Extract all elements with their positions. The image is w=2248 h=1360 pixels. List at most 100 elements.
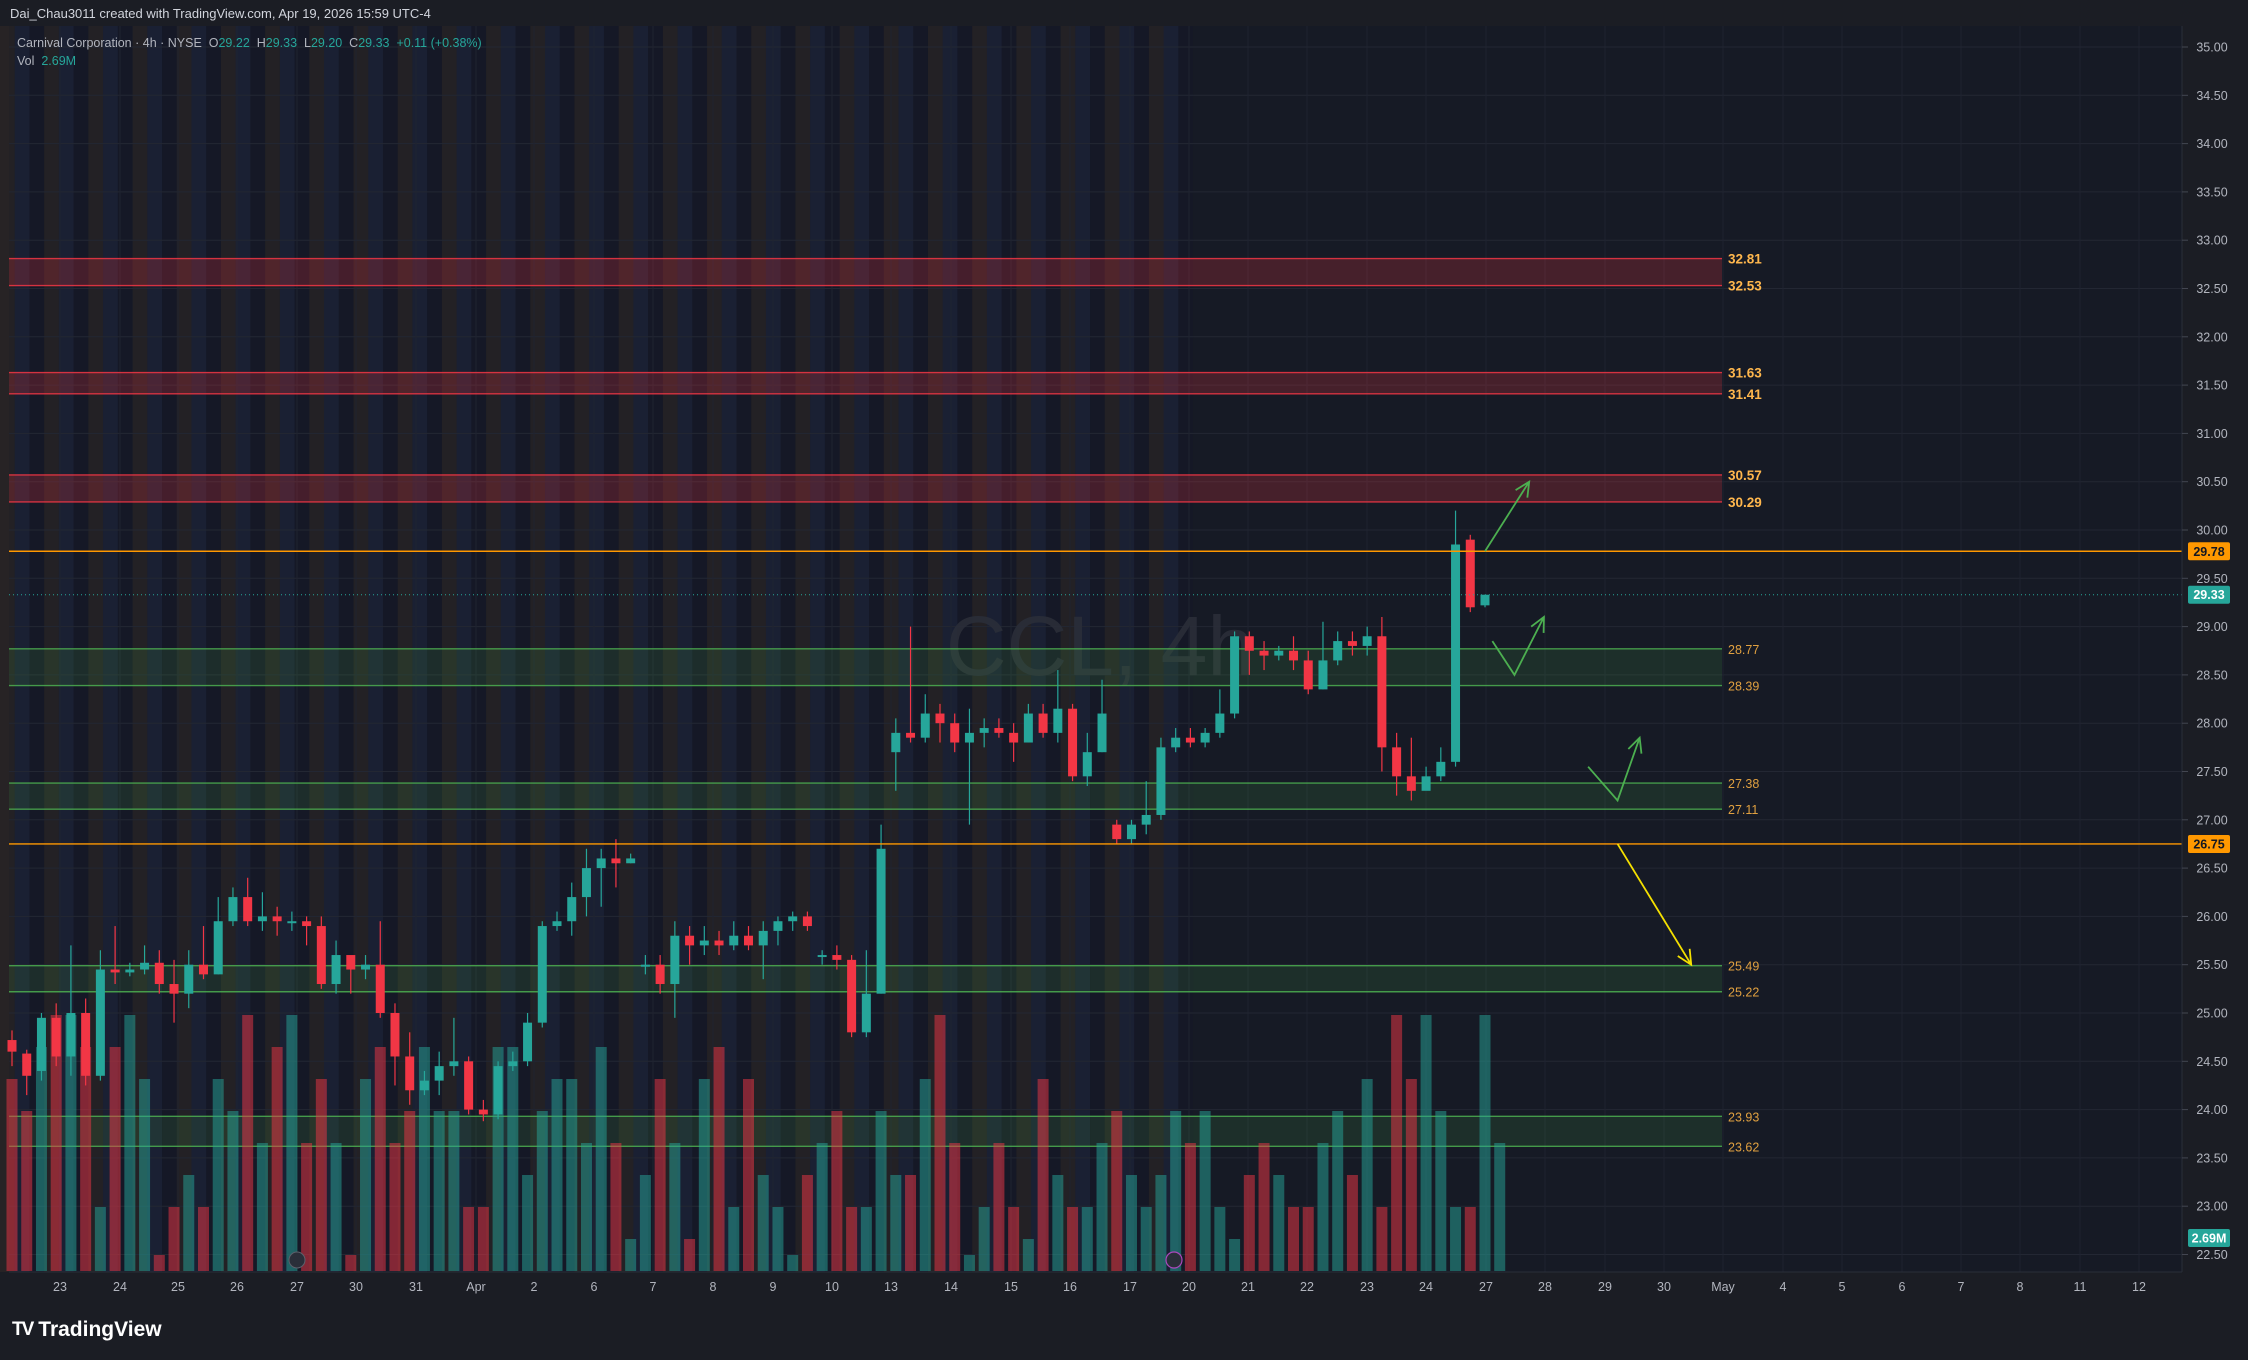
volume-bar: [80, 1047, 92, 1271]
volume-bar: [183, 1175, 195, 1271]
projection-arrowhead: [1627, 735, 1643, 754]
volume-bar: [890, 1175, 902, 1271]
time-tick-label: 7: [650, 1280, 657, 1294]
zone-box: [9, 648, 1722, 686]
zone-box: [9, 372, 1722, 394]
candle-body: [1244, 636, 1254, 651]
volume-bar: [448, 1111, 460, 1271]
candle-body: [714, 940, 724, 946]
symbol-name[interactable]: Carnival Corporation · 4h · NYSE: [17, 36, 202, 50]
volume-value: 2.69M: [41, 54, 77, 68]
volume-bar: [212, 1079, 224, 1271]
zone-label: 32.81: [1728, 252, 1762, 267]
volume-bar: [1170, 1111, 1182, 1271]
candle-body: [1465, 539, 1475, 608]
volume-bar: [301, 1143, 313, 1271]
candle-body: [537, 926, 547, 1023]
volume-bar: [1494, 1143, 1506, 1271]
zone-label: 28.39: [1728, 680, 1759, 694]
zone-box: [9, 258, 1722, 286]
volume-bar: [124, 1015, 136, 1271]
earnings-icon: [288, 1251, 306, 1269]
volume-bar: [50, 1015, 62, 1271]
candle-body: [154, 962, 164, 985]
volume-bar: [1111, 1111, 1123, 1271]
time-tick-label: 22: [1300, 1280, 1314, 1294]
volume-bar: [522, 1175, 534, 1271]
candle-body: [125, 969, 135, 973]
volume-bar: [757, 1175, 769, 1271]
volume-bar: [934, 1015, 946, 1271]
candle-body: [1215, 713, 1225, 733]
volume-bar: [772, 1207, 784, 1271]
volume-bar: [227, 1111, 239, 1271]
volume-bar: [1199, 1111, 1211, 1271]
projection-path: [1587, 737, 1641, 803]
volume-bar: [846, 1207, 858, 1271]
candle-body: [1362, 636, 1372, 646]
projection-arrows: [1484, 479, 1693, 967]
zone-label: 27.38: [1728, 777, 1759, 791]
candle-body: [655, 964, 665, 985]
price-chart[interactable]: CCL, 4h 32.8132.5331.6331.4130.5730.2928…: [0, 0, 2248, 1300]
time-tick-label: 24: [1419, 1280, 1433, 1294]
zone-label: 32.53: [1728, 279, 1762, 294]
price-tick-label: 34.00: [2196, 137, 2227, 151]
time-tick-label: 17: [1123, 1280, 1137, 1294]
time-tick-label: 31: [409, 1280, 423, 1294]
candle-body: [140, 962, 150, 970]
tradingview-brand[interactable]: TV TradingView: [12, 1318, 162, 1342]
candle-body: [1156, 747, 1166, 815]
zone-label: 27.11: [1728, 803, 1758, 817]
candle-body: [640, 964, 650, 967]
volume-bar: [875, 1111, 887, 1271]
candle-body: [773, 921, 783, 931]
volume-bar: [993, 1143, 1005, 1271]
time-tick-label: 27: [290, 1280, 304, 1294]
price-tick-label: 35.00: [2196, 41, 2227, 55]
volume-bar: [1361, 1079, 1373, 1271]
time-tick-label: 4: [1780, 1280, 1787, 1294]
price-tick-label: 23.00: [2196, 1200, 2227, 1214]
time-tick-label: 8: [710, 1280, 717, 1294]
volume-bar: [860, 1207, 872, 1271]
volume-label[interactable]: Vol: [17, 54, 35, 68]
zone-label: 23.93: [1728, 1110, 1759, 1124]
candle-body: [331, 955, 341, 985]
volume-bar: [713, 1047, 725, 1271]
candle-body: [316, 926, 326, 985]
volume-bar: [801, 1175, 813, 1271]
volume-bar: [197, 1207, 209, 1271]
tradingview-logo-icon: TV: [12, 1319, 34, 1340]
zone-box: [9, 474, 1722, 502]
price-tick-label: 24.00: [2196, 1103, 2227, 1117]
candle-body: [1023, 713, 1033, 743]
volume-bar: [1464, 1207, 1476, 1271]
level-badge: [2188, 834, 2230, 853]
symbol-legend: Carnival Corporation · 4h · NYSE O29.22 …: [17, 34, 482, 70]
price-tick-label: 30.00: [2196, 524, 2227, 538]
volume-bar: [1288, 1207, 1300, 1271]
time-tick-label: 6: [1899, 1280, 1906, 1294]
candle-body: [1082, 752, 1092, 777]
volume-bar: [610, 1143, 622, 1271]
candle-body: [876, 848, 886, 994]
time-tick-label: 29: [1598, 1280, 1612, 1294]
price-tick-label: 29.00: [2196, 620, 2227, 634]
candle-body: [361, 964, 371, 970]
candle-body: [1303, 660, 1313, 690]
volume-bar: [65, 1015, 77, 1271]
time-tick-label: 30: [1657, 1280, 1671, 1294]
price-tick-label: 29.50: [2196, 572, 2227, 586]
candle-body: [1200, 732, 1210, 743]
time-tick-label: Apr: [466, 1280, 485, 1294]
candle-body: [464, 1061, 474, 1110]
volume-bar: [1273, 1175, 1285, 1271]
price-tick-label: 32.50: [2196, 282, 2227, 296]
volume-bar: [654, 1079, 666, 1271]
candle-body: [729, 935, 739, 946]
time-tick-label: 20: [1182, 1280, 1196, 1294]
volume-bar: [1067, 1207, 1079, 1271]
projection-arrowhead: [1515, 479, 1531, 498]
volume-bar: [728, 1207, 740, 1271]
